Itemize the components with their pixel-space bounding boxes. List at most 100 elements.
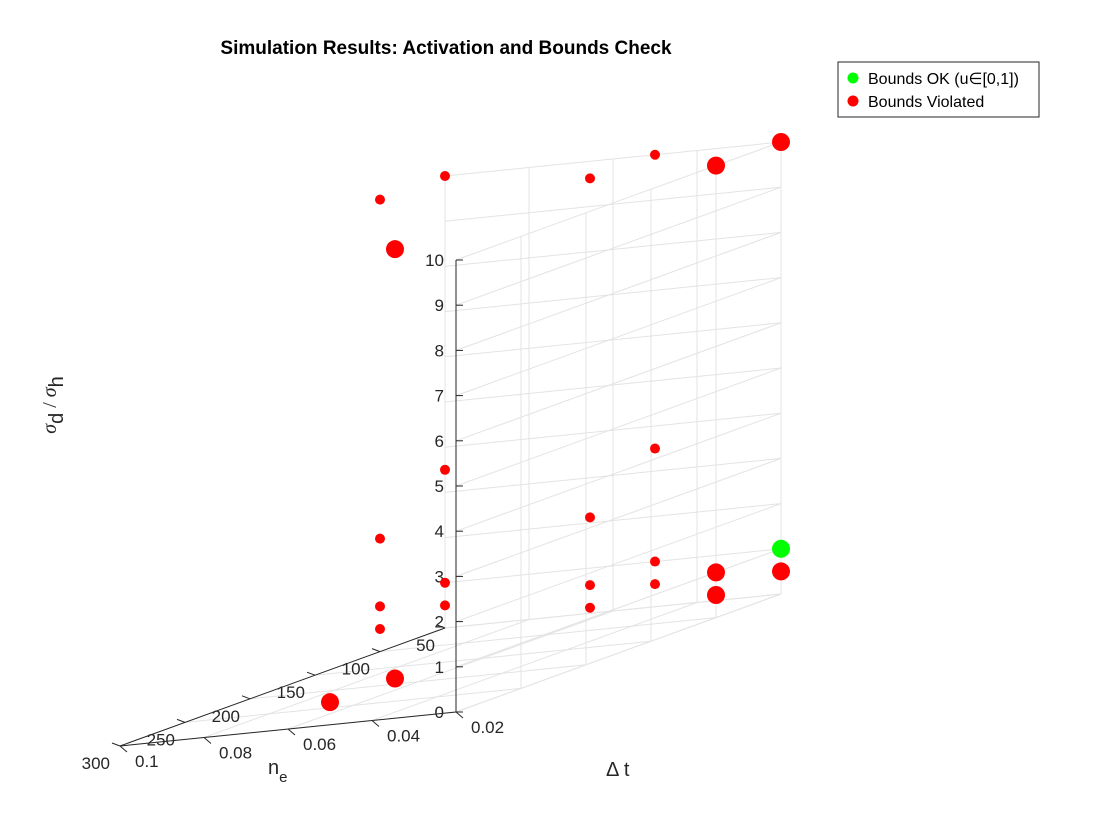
data-point xyxy=(440,171,450,181)
grid-line xyxy=(455,186,782,306)
data-point xyxy=(321,693,339,712)
z-tick-label: 4 xyxy=(435,522,444,541)
legend-label-ok: Bounds OK (u∈[0,1]) xyxy=(868,71,1019,88)
chart-title: Simulation Results: Activation and Bound… xyxy=(220,38,672,59)
data-point xyxy=(772,562,790,581)
x-tick-mark xyxy=(455,711,464,719)
y-tick-label: 50 xyxy=(416,636,435,655)
data-point xyxy=(585,512,595,523)
y-tick-mark xyxy=(436,624,446,629)
axes-box xyxy=(111,259,464,753)
z-tick-label: 5 xyxy=(435,477,444,496)
z-tick-label: 7 xyxy=(435,387,444,406)
data-point xyxy=(650,556,660,567)
data-point xyxy=(585,173,595,184)
x-tick-label: 0.08 xyxy=(219,744,252,763)
x-tick-mark xyxy=(119,745,128,753)
y-axis-label: ne xyxy=(268,757,287,786)
data-point xyxy=(585,602,595,613)
y-axis-line xyxy=(119,627,446,747)
data-point xyxy=(650,149,660,160)
data-point xyxy=(707,586,725,604)
data-point xyxy=(440,464,450,475)
grid-line xyxy=(455,548,782,668)
grid-line xyxy=(314,640,652,676)
x-axis-label: Δ t xyxy=(606,759,630,781)
y-tick-mark xyxy=(371,648,381,653)
grid-line xyxy=(444,503,782,539)
z-tick-label: 3 xyxy=(435,567,444,586)
grid-line xyxy=(444,186,782,222)
grid-line xyxy=(444,141,782,177)
x-tick-mark xyxy=(371,720,380,727)
y-tick-mark xyxy=(241,695,251,700)
grid-line xyxy=(379,617,717,653)
y-tick-mark xyxy=(111,742,121,747)
x-tick-label: 0.06 xyxy=(303,735,336,754)
grid-line xyxy=(455,457,782,577)
legend: Bounds OK (u∈[0,1]) Bounds Violated xyxy=(837,61,1040,118)
z-axis-label: σd / σh xyxy=(39,376,68,434)
data-point xyxy=(386,669,404,688)
z-tick-label: 6 xyxy=(435,432,444,451)
grid-line xyxy=(455,593,782,713)
z-tick-label: 9 xyxy=(435,296,444,315)
y-tick-label: 250 xyxy=(147,730,175,749)
data-point xyxy=(707,156,725,175)
grid-lines xyxy=(119,141,782,747)
z-tick-label: 8 xyxy=(435,341,444,360)
grid-line xyxy=(444,322,782,358)
grid-line xyxy=(444,367,782,403)
x-tick-mark xyxy=(203,737,212,744)
grid-line xyxy=(444,231,782,267)
y-tick-label: 200 xyxy=(212,707,240,726)
grid-line xyxy=(455,322,782,442)
grid-line xyxy=(444,548,782,584)
grid-line xyxy=(287,610,614,730)
data-points xyxy=(321,133,790,712)
grid-line xyxy=(444,277,782,313)
z-tick-label: 1 xyxy=(435,658,444,677)
x-tick-label: 0.04 xyxy=(387,727,420,746)
y-tick-label: 300 xyxy=(82,754,110,773)
z-tick-label: 0 xyxy=(435,703,444,722)
x-tick-label: 0.1 xyxy=(135,752,159,771)
grid-line xyxy=(455,277,782,397)
grid-line xyxy=(444,457,782,493)
x-tick-label: 0.02 xyxy=(471,718,504,737)
data-point xyxy=(375,194,385,205)
data-point xyxy=(440,577,450,588)
legend-marker-violated xyxy=(847,95,859,107)
grid-line xyxy=(455,141,782,261)
grid-line xyxy=(455,231,782,351)
grid-line xyxy=(371,602,698,721)
grid-line xyxy=(203,619,530,738)
data-point xyxy=(707,563,725,582)
legend-box xyxy=(837,61,1040,118)
data-point xyxy=(650,579,660,590)
z-tick-label: 2 xyxy=(435,613,444,632)
z-tick-label: 10 xyxy=(425,251,444,270)
grid-line xyxy=(184,687,522,723)
y-tick-label: 100 xyxy=(342,660,370,679)
grid-line xyxy=(455,412,782,532)
data-point xyxy=(440,600,450,611)
data-point xyxy=(375,601,385,612)
data-point xyxy=(585,580,595,591)
grid-line xyxy=(444,412,782,448)
legend-marker-ok xyxy=(847,72,859,84)
legend-label-violated: Bounds Violated xyxy=(868,94,984,111)
y-tick-mark xyxy=(306,671,316,676)
x-tick-mark xyxy=(287,728,296,736)
data-point xyxy=(375,533,385,544)
grid-line xyxy=(455,367,782,487)
data-point xyxy=(650,443,660,454)
y-tick-label: 150 xyxy=(277,683,305,702)
data-point xyxy=(375,624,385,634)
y-tick-mark xyxy=(176,718,186,723)
data-point xyxy=(386,240,404,259)
grid-line xyxy=(249,664,587,700)
data-point xyxy=(772,539,790,558)
data-point xyxy=(772,133,790,151)
